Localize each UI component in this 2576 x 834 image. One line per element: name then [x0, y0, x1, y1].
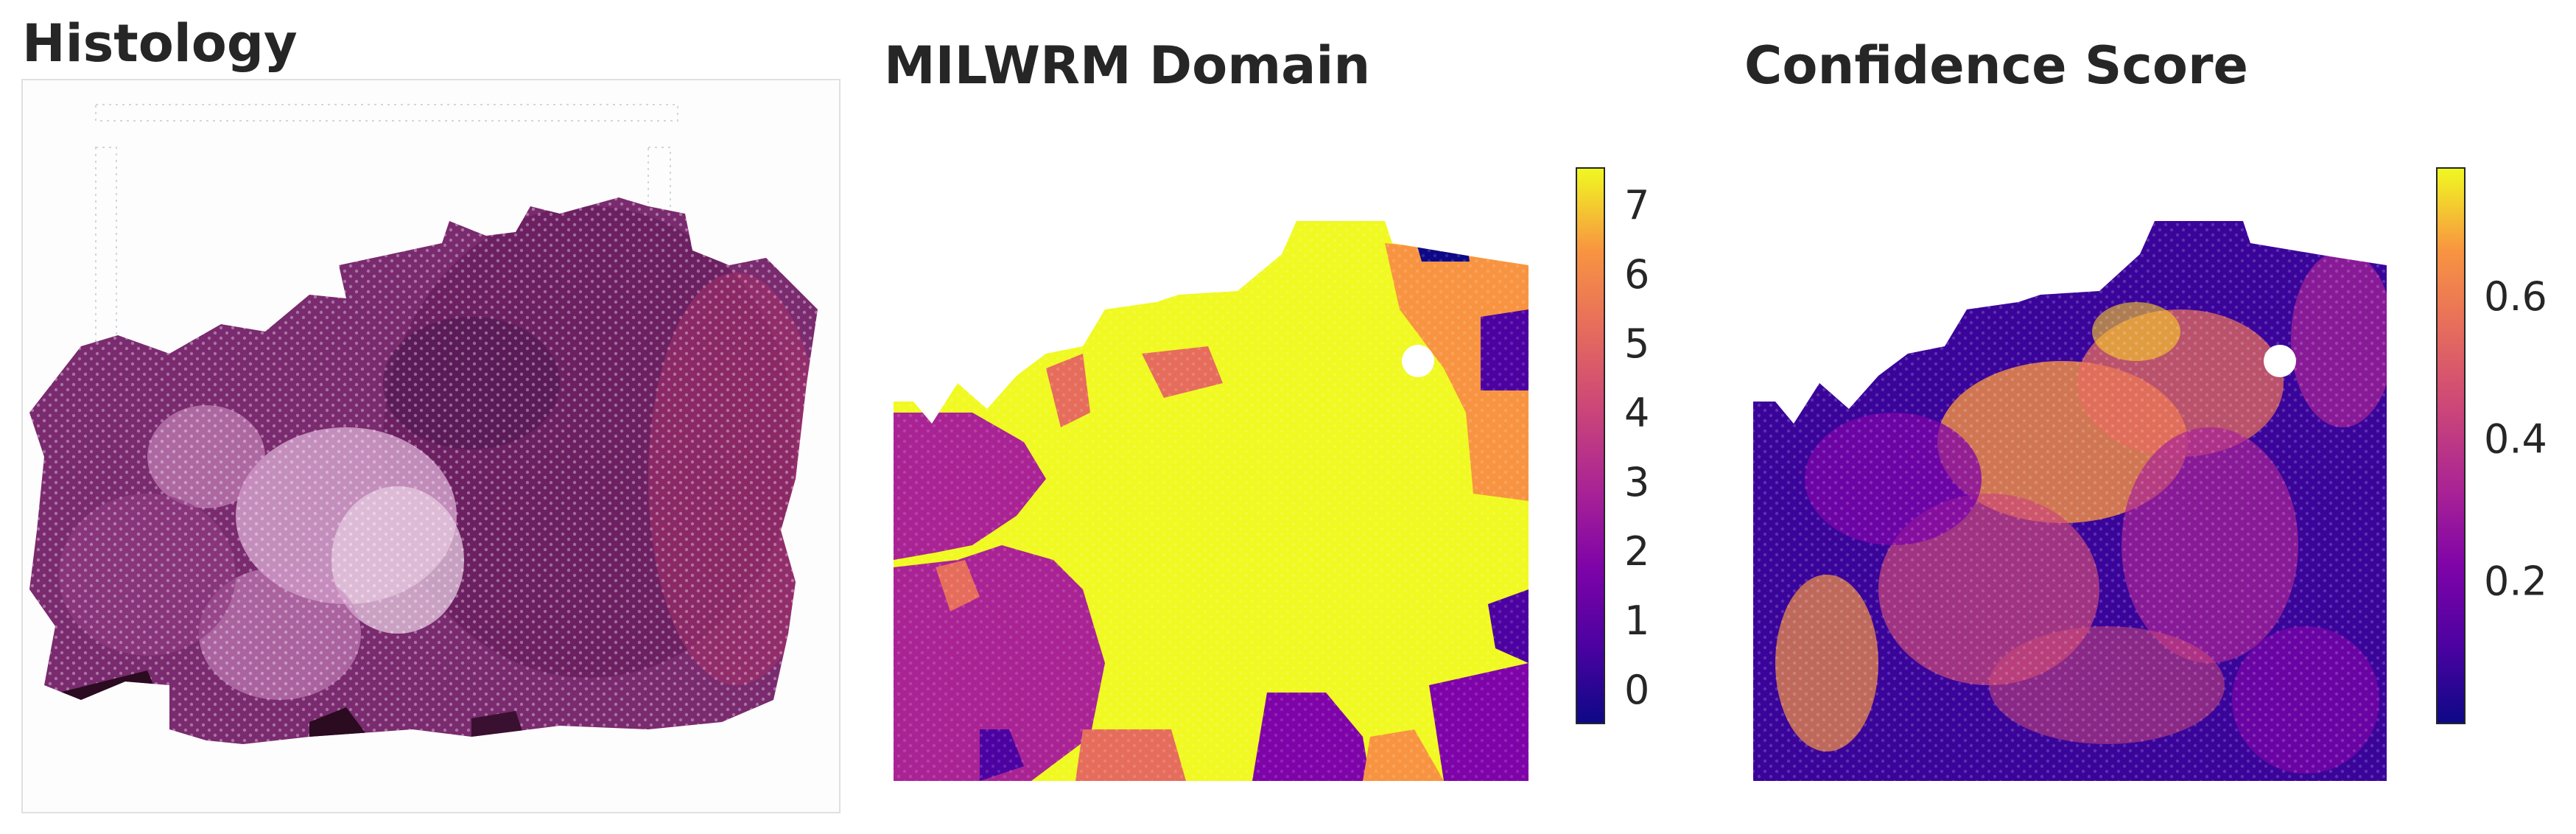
- domain-tick-0: 0: [1624, 667, 1649, 713]
- domain-tick-4: 4: [1624, 390, 1649, 436]
- domain-map: [894, 214, 1529, 788]
- histology-image: [22, 80, 840, 813]
- domain-colorbar-ticks: 0 1 2 3 4 5 6 7: [1624, 182, 1649, 713]
- domain-tick-3: 3: [1624, 459, 1649, 505]
- domain-tick-1: 1: [1624, 598, 1649, 644]
- confidence-tick-2: 0.6: [2484, 273, 2547, 320]
- domain-tick-5: 5: [1624, 320, 1649, 367]
- confidence-map: [1753, 214, 2394, 788]
- confidence-colorbar-ticks: 0.2 0.4 0.6: [2484, 273, 2547, 605]
- confidence-tick-0: 0.2: [2484, 558, 2547, 605]
- domain-tick-7: 7: [1624, 182, 1649, 228]
- domain-tick-6: 6: [1624, 251, 1649, 298]
- domain-tick-2: 2: [1624, 528, 1649, 575]
- confidence-tick-1: 0.4: [2484, 416, 2547, 462]
- domain-colorbar: 0 1 2 3 4 5 6 7: [1576, 168, 1649, 723]
- confidence-colorbar: 0.2 0.4 0.6: [2437, 168, 2547, 723]
